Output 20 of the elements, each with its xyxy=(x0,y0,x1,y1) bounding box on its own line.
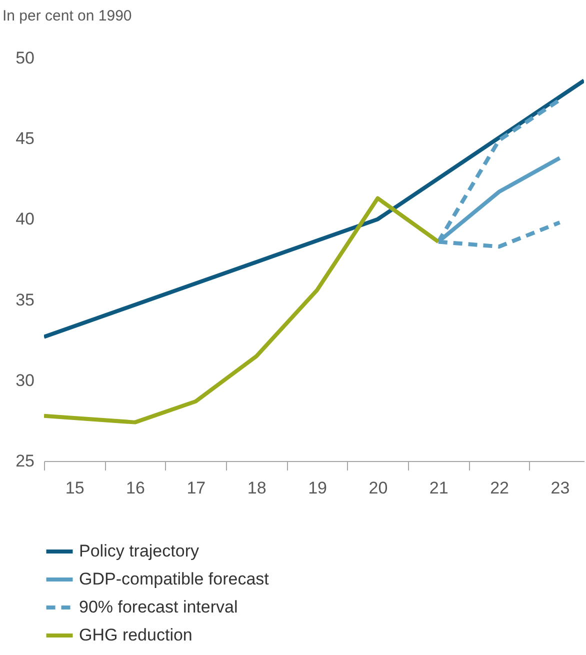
y-tick-label: 45 xyxy=(16,129,34,148)
y-tick-label: 50 xyxy=(16,48,34,68)
x-tick-label: 21 xyxy=(429,478,448,498)
y-tick-label: 40 xyxy=(16,210,34,229)
x-tick-label: 18 xyxy=(247,478,266,498)
x-tick-label: 15 xyxy=(65,478,84,498)
x-tick-label: 22 xyxy=(490,478,510,498)
legend-label: 90% forecast interval xyxy=(79,598,238,616)
legend-label: GHG reduction xyxy=(79,626,192,644)
legend-label: GDP-compatible forecast xyxy=(79,570,270,588)
x-tick-label: 16 xyxy=(126,478,145,498)
y-axis-title: In per cent on 1990 xyxy=(2,8,132,24)
y-tick-label: 35 xyxy=(16,290,34,310)
legend-label: Policy trajectory xyxy=(79,542,200,560)
x-tick-label: 20 xyxy=(368,478,388,498)
y-tick-label: 25 xyxy=(16,452,34,470)
x-tick-label: 23 xyxy=(550,478,570,498)
x-tick-label: 19 xyxy=(308,478,327,498)
y-tick-label: 30 xyxy=(16,370,34,390)
x-tick-label: 17 xyxy=(186,478,206,498)
